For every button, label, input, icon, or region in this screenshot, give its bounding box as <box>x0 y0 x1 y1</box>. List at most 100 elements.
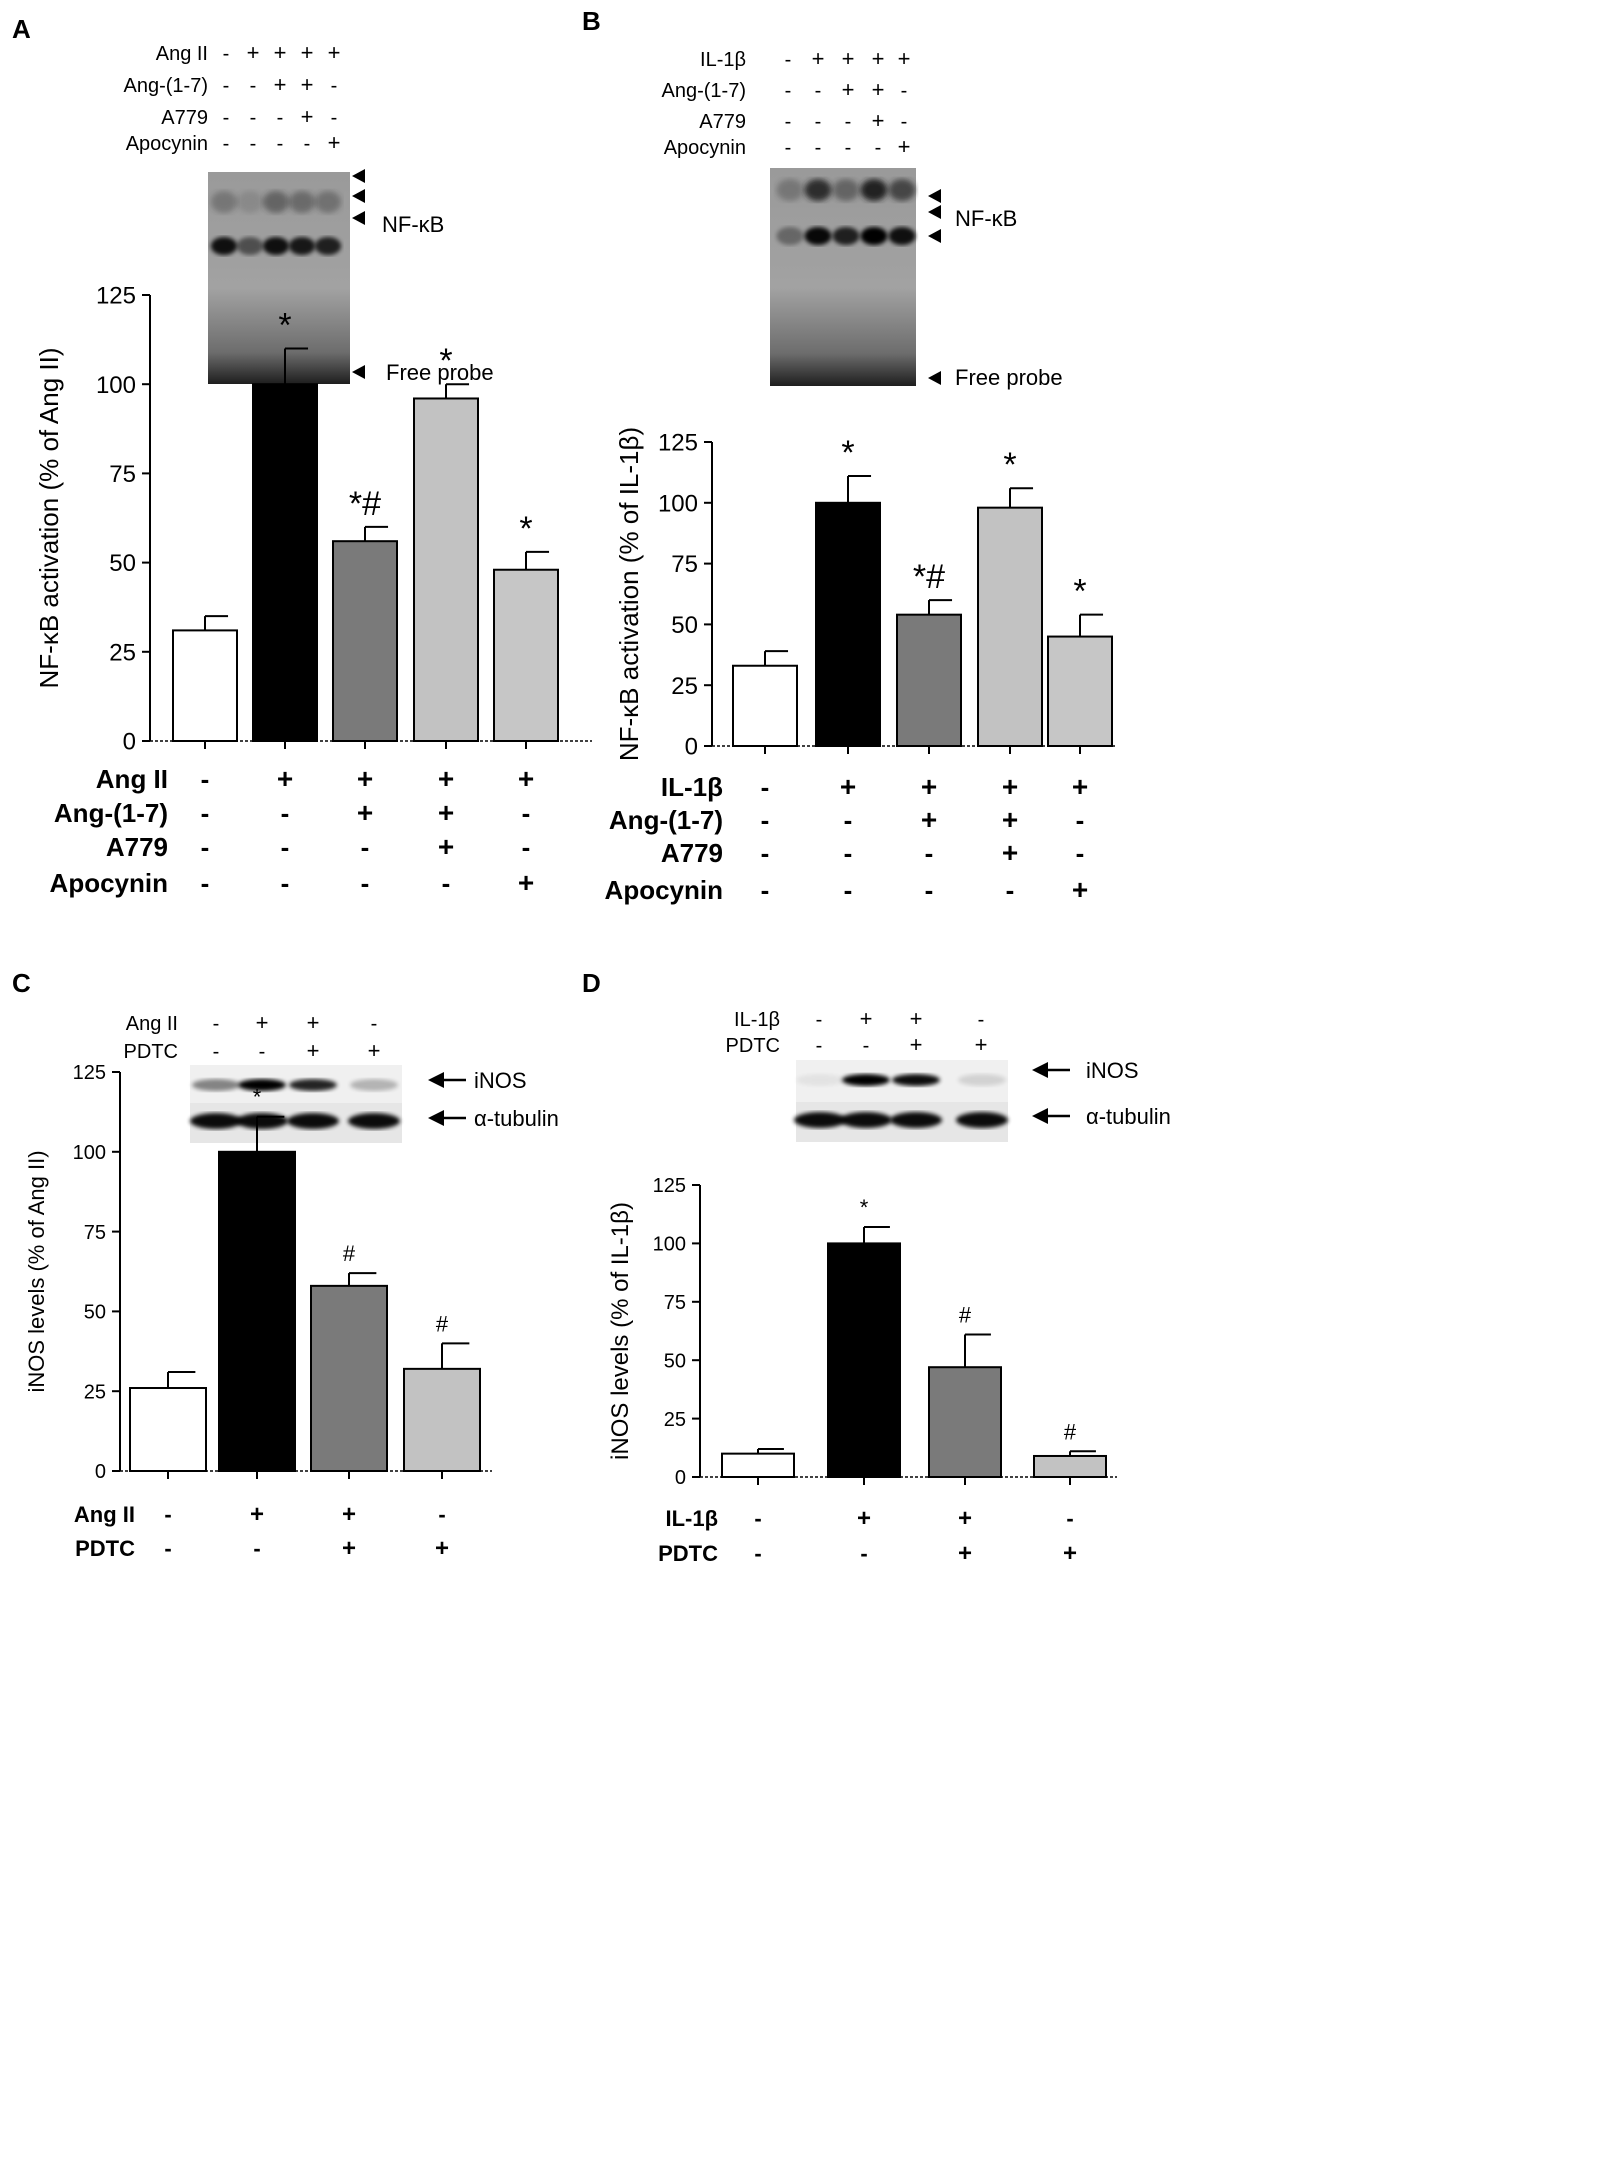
B-chart-sign: + <box>1002 804 1018 835</box>
A-chart-sign: + <box>438 831 454 862</box>
tubulin-band <box>956 1112 1008 1128</box>
B-chart-sign: + <box>921 804 937 835</box>
band-label: iNOS <box>1086 1058 1139 1083</box>
y-tick-label: 125 <box>658 430 698 457</box>
A-chart-row-label: Ang-(1-7) <box>54 798 168 828</box>
A-blot-row-label: Ang II <box>156 43 208 65</box>
D-blot-row-label: PDTC <box>726 1035 780 1057</box>
probe-arrow-icon <box>352 365 365 379</box>
B-chart-row-label: A779 <box>661 838 723 868</box>
C-chart-sign: - <box>164 1502 171 1527</box>
blot-b: IL-1β - + + + +Ang-(1-7) - - + + -A779- - - + -Apocyni… <box>662 46 1063 390</box>
band-arrow-icon <box>928 229 941 243</box>
tubulin-band <box>890 1112 942 1128</box>
C-blot-sign: - <box>213 1013 220 1035</box>
C-chart-sign: + <box>342 1501 356 1528</box>
y-tick-label: 50 <box>664 1350 686 1372</box>
y-tick-label: 0 <box>675 1467 686 1489</box>
panel-label: B <box>582 6 601 36</box>
B-blot-sign: + <box>812 46 825 71</box>
band-label: NF-κB <box>382 212 444 237</box>
D-chart-sign: - <box>754 1541 761 1566</box>
A-blot-sign: - <box>250 107 257 129</box>
significance-label: * <box>253 1085 262 1110</box>
C-chart-sign: + <box>342 1535 356 1562</box>
bar <box>403 1367 481 1472</box>
gel-band-lower <box>262 237 290 255</box>
gel-band-upper <box>288 191 316 213</box>
panel-label: A <box>12 14 31 44</box>
gel-band-upper <box>262 191 290 213</box>
bar <box>721 1452 795 1479</box>
B-blot-sign: - <box>815 137 822 159</box>
y-tick-label: 75 <box>84 1222 106 1244</box>
B-chart-row-label: IL-1β <box>661 772 723 802</box>
band-arrow-icon <box>1032 1108 1070 1124</box>
bar <box>493 568 559 743</box>
A-blot-sign: + <box>328 40 341 65</box>
D-blot-sign: - <box>978 1009 985 1031</box>
A-chart-sign: + <box>438 797 454 828</box>
B-blot-sign: + <box>872 46 885 71</box>
band-label: iNOS <box>474 1068 527 1093</box>
D-blot-sign: - <box>816 1009 823 1031</box>
bar <box>172 629 238 743</box>
inos-band <box>842 1074 890 1086</box>
blot-c: Ang II - + + - PDTC - - + + iNOS α-tubulin <box>124 1010 559 1143</box>
y-tick-label: 125 <box>96 283 136 310</box>
y-axis-label: NF-κB activation (% of Ang II) <box>34 347 64 688</box>
y-axis-label: NF-κB activation (% of IL-1β) <box>614 427 644 761</box>
y-tick-label: 25 <box>84 1381 106 1403</box>
C-blot-row-label: PDTC <box>124 1041 178 1063</box>
tubulin-band <box>236 1113 288 1129</box>
gel-band-lower <box>888 227 916 245</box>
A-chart-row-label: Ang II <box>96 764 168 794</box>
inos-band <box>796 1074 844 1086</box>
B-chart-sign: + <box>1002 771 1018 802</box>
B-chart-sign: - <box>844 875 853 905</box>
inos-band <box>350 1079 398 1091</box>
A-blot-sign: - <box>304 133 311 155</box>
C-chart-sign: - <box>253 1536 260 1561</box>
gel-band-lower <box>804 227 832 245</box>
A-chart-sign: - <box>522 832 531 862</box>
band-arrow-icon <box>928 205 941 219</box>
gel-band-upper <box>314 191 342 213</box>
A-chart-sign: - <box>201 868 210 898</box>
A-chart-sign: - <box>281 868 290 898</box>
D-chart-sign: - <box>1066 1506 1073 1531</box>
inos-band <box>289 1079 337 1091</box>
A-chart-sign: - <box>361 832 370 862</box>
D-chart-row-label: IL-1β <box>665 1506 718 1531</box>
gel-band-upper <box>210 191 238 213</box>
y-tick-label: 75 <box>671 551 698 578</box>
y-tick-label: 125 <box>73 1062 106 1084</box>
B-chart-sign: + <box>1072 874 1088 905</box>
bar <box>896 613 962 747</box>
A-chart-sign: + <box>357 763 373 794</box>
bar <box>815 501 881 747</box>
A-blot-sign: + <box>301 40 314 65</box>
B-chart-sign: - <box>925 838 934 868</box>
significance-label: # <box>959 1303 972 1328</box>
A-blot-row-label: Ang-(1-7) <box>124 75 208 97</box>
B-chart-sign: - <box>761 772 770 802</box>
C-chart-row-label: Ang II <box>74 1502 135 1527</box>
band-arrow-icon <box>352 189 365 203</box>
significance-label: *# <box>913 558 945 596</box>
B-blot-sign: - <box>875 137 882 159</box>
D-blot-sign: + <box>860 1006 873 1031</box>
bar <box>827 1242 901 1479</box>
bar <box>977 506 1043 747</box>
A-blot-sign: + <box>247 40 260 65</box>
tubulin-band <box>840 1112 892 1128</box>
A-blot-sign: + <box>274 72 287 97</box>
D-chart-sign: + <box>1063 1540 1077 1567</box>
A-blot-sign: - <box>250 75 257 97</box>
B-blot-sign: - <box>785 137 792 159</box>
B-blot-sign: - <box>785 80 792 102</box>
A-chart-sign: + <box>438 763 454 794</box>
gel-band-upper <box>860 179 888 201</box>
B-chart-sign: + <box>1072 771 1088 802</box>
B-blot-row-label: IL-1β <box>700 49 746 71</box>
